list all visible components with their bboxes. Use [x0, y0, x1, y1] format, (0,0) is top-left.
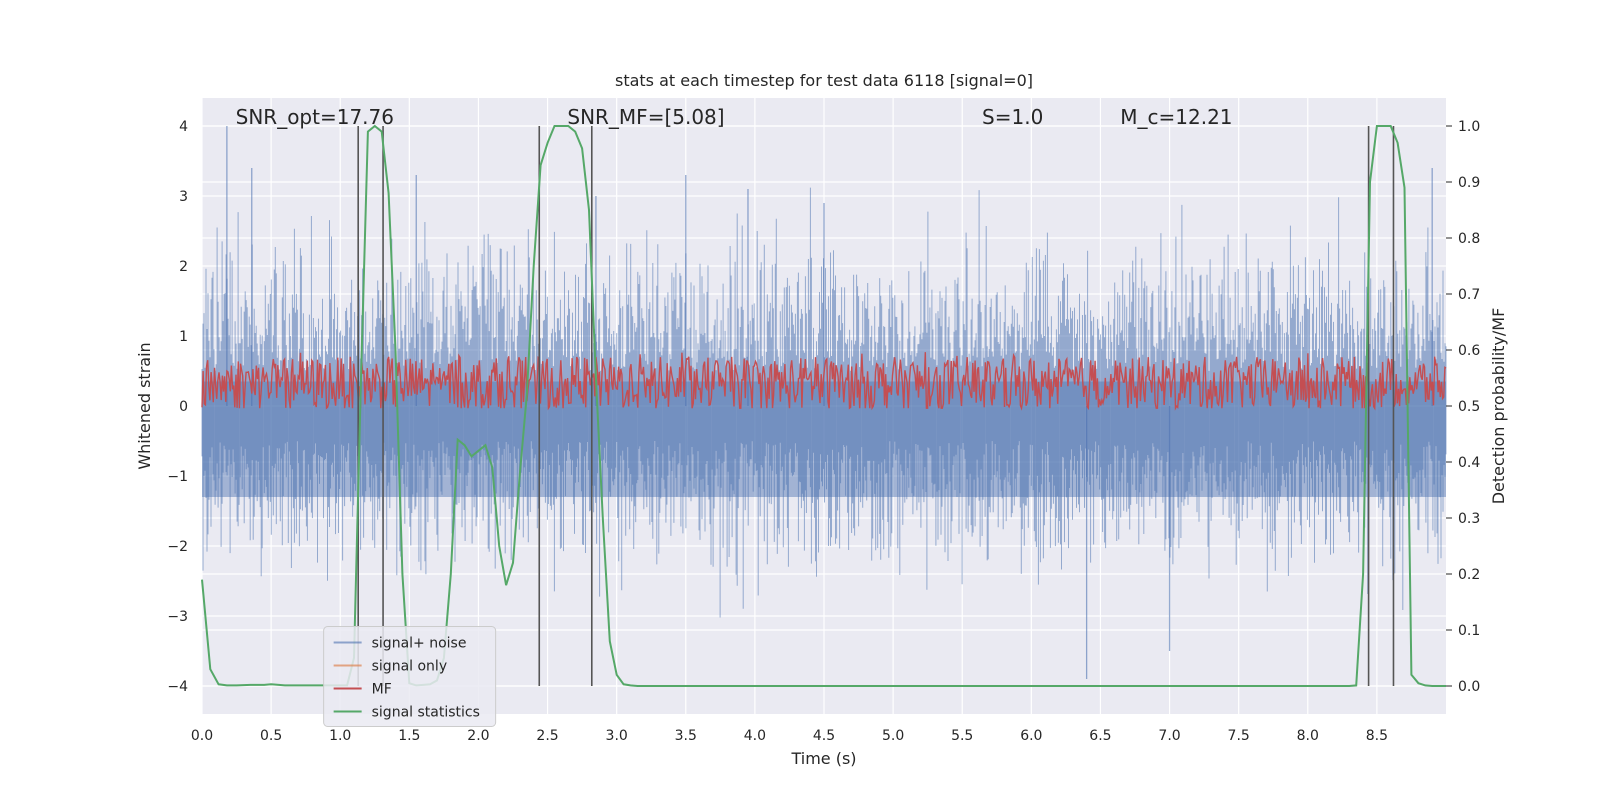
- y2-tick-label: 0.8: [1458, 231, 1480, 247]
- y-tick-label: 4: [179, 119, 188, 135]
- annotation-text: M_c=12.21: [1120, 105, 1232, 129]
- y2-axis-ticks: 0.0 0.1 0.2 0.3 0.4 0.5 0.6 0.7 0.8 0.9 1.0: [1446, 119, 1480, 695]
- x-tick-label: 6.0: [1020, 728, 1042, 744]
- x-tick-label: 4.0: [744, 728, 766, 744]
- y2-tick-label: 0.0: [1458, 679, 1480, 695]
- y2-tick-label: 1.0: [1458, 119, 1480, 135]
- y2-tick-label: 0.9: [1458, 175, 1480, 191]
- x-tick-label: 8.5: [1366, 728, 1388, 744]
- chart: 0.0 0.5 1.0 1.5 2.0 2.5 3.0 3.5 4.0 4.5 5.0 5.5 6.0 6…: [0, 0, 1600, 800]
- y2-tick-label: 0.4: [1458, 455, 1480, 471]
- chart-title: stats at each timestep for test data 611…: [615, 71, 1033, 90]
- legend: signal+ noise signal only MF signal statist…: [324, 627, 496, 727]
- annotation-text: SNR_MF=[5.08]: [567, 105, 724, 129]
- y-tick-label: 0: [179, 399, 188, 415]
- x-tick-label: 3.5: [675, 728, 697, 744]
- x-tick-label: 7.5: [1228, 728, 1250, 744]
- x-axis-title: Time (s): [790, 749, 856, 768]
- y2-tick-label: 0.1: [1458, 623, 1480, 639]
- y2-tick-label: 0.2: [1458, 567, 1480, 583]
- legend-label: signal statistics: [372, 705, 480, 721]
- y2-axis-title: Detection probability/MF: [1489, 308, 1508, 505]
- x-tick-label: 3.0: [606, 728, 628, 744]
- x-tick-label: 0.0: [191, 728, 213, 744]
- annotation-text: S=1.0: [982, 105, 1043, 129]
- y-tick-label: 2: [179, 259, 188, 275]
- y-tick-label: −2: [167, 539, 188, 555]
- x-tick-label: 1.0: [329, 728, 351, 744]
- y2-tick-label: 0.5: [1458, 399, 1480, 415]
- y-axis-ticks: −4 −3 −2 −1 0 1 2 3 4: [167, 119, 188, 695]
- x-tick-label: 8.0: [1297, 728, 1319, 744]
- y-tick-label: −3: [167, 609, 188, 625]
- y-tick-label: 1: [179, 329, 188, 345]
- y2-tick-label: 0.3: [1458, 511, 1480, 527]
- y-axis-title: Whitened strain: [135, 342, 154, 469]
- y-tick-label: −1: [167, 469, 188, 485]
- x-tick-label: 4.5: [813, 728, 835, 744]
- x-tick-label: 1.5: [398, 728, 420, 744]
- legend-label: MF: [372, 682, 392, 698]
- legend-label: signal+ noise: [372, 636, 467, 652]
- y2-tick-label: 0.7: [1458, 287, 1480, 303]
- y-tick-label: 3: [179, 189, 188, 205]
- x-tick-label: 6.5: [1089, 728, 1111, 744]
- y-tick-label: −4: [167, 679, 188, 695]
- x-tick-label: 5.0: [882, 728, 904, 744]
- legend-label: signal only: [372, 659, 447, 675]
- x-tick-label: 2.0: [467, 728, 489, 744]
- x-tick-label: 0.5: [260, 728, 282, 744]
- annotation-text: SNR_opt=17.76: [236, 105, 394, 129]
- y2-tick-label: 0.6: [1458, 343, 1480, 359]
- x-tick-label: 7.0: [1158, 728, 1180, 744]
- x-tick-label: 2.5: [536, 728, 558, 744]
- x-tick-label: 5.5: [951, 728, 973, 744]
- x-axis-ticks: 0.0 0.5 1.0 1.5 2.0 2.5 3.0 3.5 4.0 4.5 5.0 5.5 6.0 6…: [191, 728, 1388, 744]
